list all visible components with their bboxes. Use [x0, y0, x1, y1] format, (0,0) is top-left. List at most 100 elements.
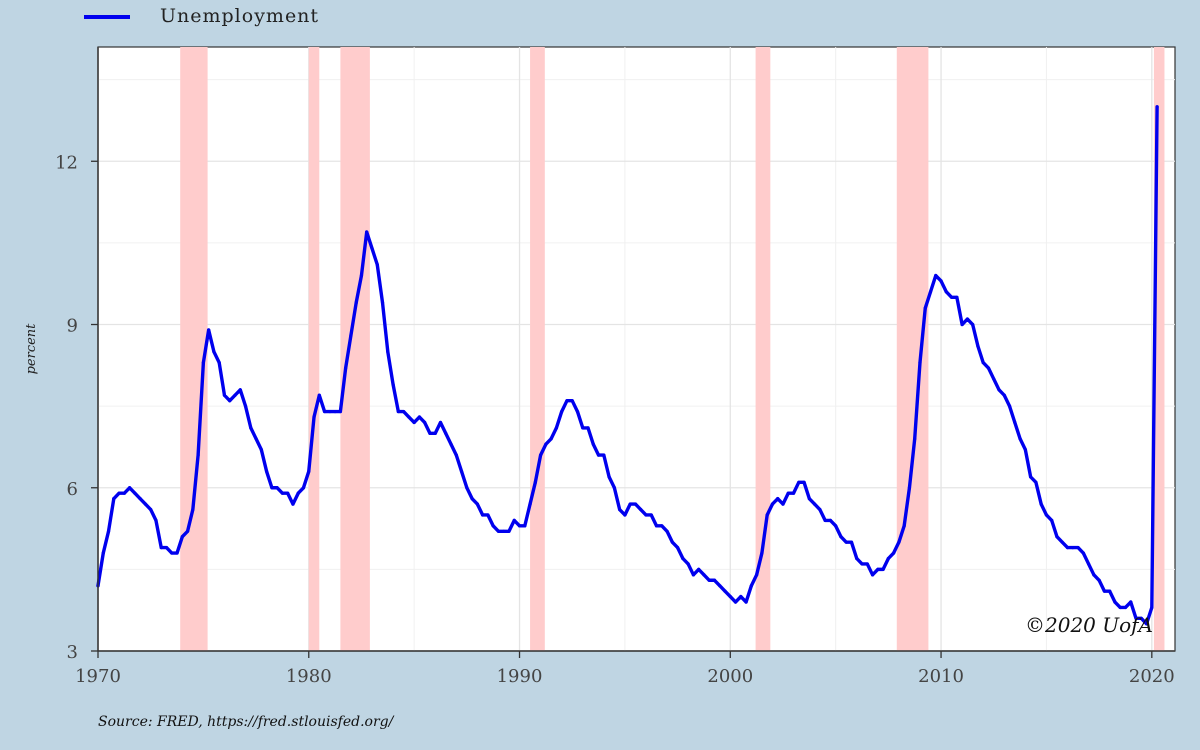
data-point: [886, 556, 890, 561]
data-point: [417, 415, 422, 419]
data-point: [185, 529, 190, 533]
data-point: [1150, 605, 1154, 610]
data-point: [1092, 573, 1096, 577]
data-point: [565, 399, 569, 403]
data-point: [818, 507, 822, 512]
data-point: [459, 469, 464, 474]
y-tick-label: 6: [67, 479, 78, 500]
data-point: [328, 409, 332, 414]
data-point: [923, 306, 927, 310]
data-point: [986, 366, 991, 370]
data-point: [1113, 600, 1117, 604]
data-point: [201, 361, 205, 365]
data-point: [965, 317, 969, 321]
data-point: [623, 513, 627, 517]
data-point: [1018, 437, 1022, 441]
data-point: [307, 469, 311, 474]
data-point: [322, 409, 327, 414]
data-point: [960, 322, 964, 327]
data-point: [1007, 404, 1012, 408]
data-point: [849, 540, 854, 544]
data-point: [781, 502, 785, 506]
data-point: [444, 431, 448, 435]
data-point: [865, 562, 869, 566]
data-point: [1065, 546, 1070, 550]
data-point: [1139, 616, 1143, 620]
data-point: [386, 350, 390, 354]
data-point: [992, 377, 996, 381]
y-tick-label: 9: [67, 316, 78, 337]
data-point: [228, 399, 232, 403]
data-point: [660, 524, 664, 528]
data-point: [670, 540, 674, 544]
data-point: [971, 322, 975, 327]
data-point: [1071, 546, 1075, 550]
recession-band: [755, 47, 771, 651]
data-point: [612, 486, 616, 490]
data-point: [259, 448, 263, 452]
data-point: [586, 426, 590, 430]
data-point: [644, 513, 648, 517]
data-point: [106, 529, 111, 533]
x-tick-label: 2000: [707, 666, 753, 687]
series-layer: [96, 105, 1159, 626]
data-point: [892, 551, 896, 555]
data-point: [233, 393, 237, 397]
grid-minor: [98, 47, 1175, 651]
data-point: [380, 301, 385, 305]
legend: Unemployment: [84, 5, 318, 27]
data-point: [296, 491, 300, 495]
data-point: [396, 409, 400, 414]
data-point: [1118, 605, 1122, 610]
data-point: [270, 486, 274, 490]
data-point: [1013, 420, 1017, 425]
data-point: [944, 290, 948, 294]
data-point: [133, 491, 137, 495]
data-point: [407, 415, 411, 419]
data-point: [254, 437, 258, 441]
data-point: [344, 366, 348, 370]
source-note: Source: FRED, https://fred.stlouisfed.or…: [98, 714, 395, 730]
data-point: [502, 529, 506, 533]
data-point: [1034, 480, 1038, 484]
data-point: [939, 279, 943, 283]
data-point: [122, 491, 126, 495]
recession-bands: [180, 47, 1165, 651]
data-point: [523, 524, 527, 528]
data-point: [1050, 518, 1054, 523]
data-point: [170, 551, 174, 555]
data-point: [728, 594, 732, 599]
data-point: [602, 453, 606, 457]
data-point: [196, 453, 200, 457]
data-point: [997, 388, 1001, 392]
data-point: [423, 420, 427, 425]
data-point: [238, 388, 242, 392]
y-axis-label: percent: [24, 323, 39, 375]
data-point: [154, 518, 158, 523]
data-point: [776, 497, 780, 501]
data-point: [675, 546, 680, 550]
data-point: [365, 230, 369, 234]
data-point: [1060, 540, 1064, 544]
data-point: [359, 273, 364, 278]
data-point: [412, 420, 416, 425]
data-point: [633, 502, 638, 506]
data-point: [733, 600, 738, 604]
data-point: [697, 567, 701, 571]
data-point: [786, 491, 790, 495]
data-point: [686, 562, 690, 566]
data-point: [1081, 551, 1085, 555]
x-ticks: 1970 1980 1990 2000 2010 2020: [75, 651, 1175, 687]
data-point: [438, 420, 443, 425]
data-point: [280, 491, 285, 495]
data-point: [807, 497, 811, 501]
data-point: [212, 350, 216, 354]
data-point: [391, 382, 395, 386]
data-point: [1144, 622, 1149, 626]
data-point: [739, 594, 743, 599]
data-point: [1044, 513, 1049, 517]
data-point: [554, 426, 559, 430]
y-tick-label: 12: [55, 152, 78, 173]
data-point: [981, 361, 985, 365]
